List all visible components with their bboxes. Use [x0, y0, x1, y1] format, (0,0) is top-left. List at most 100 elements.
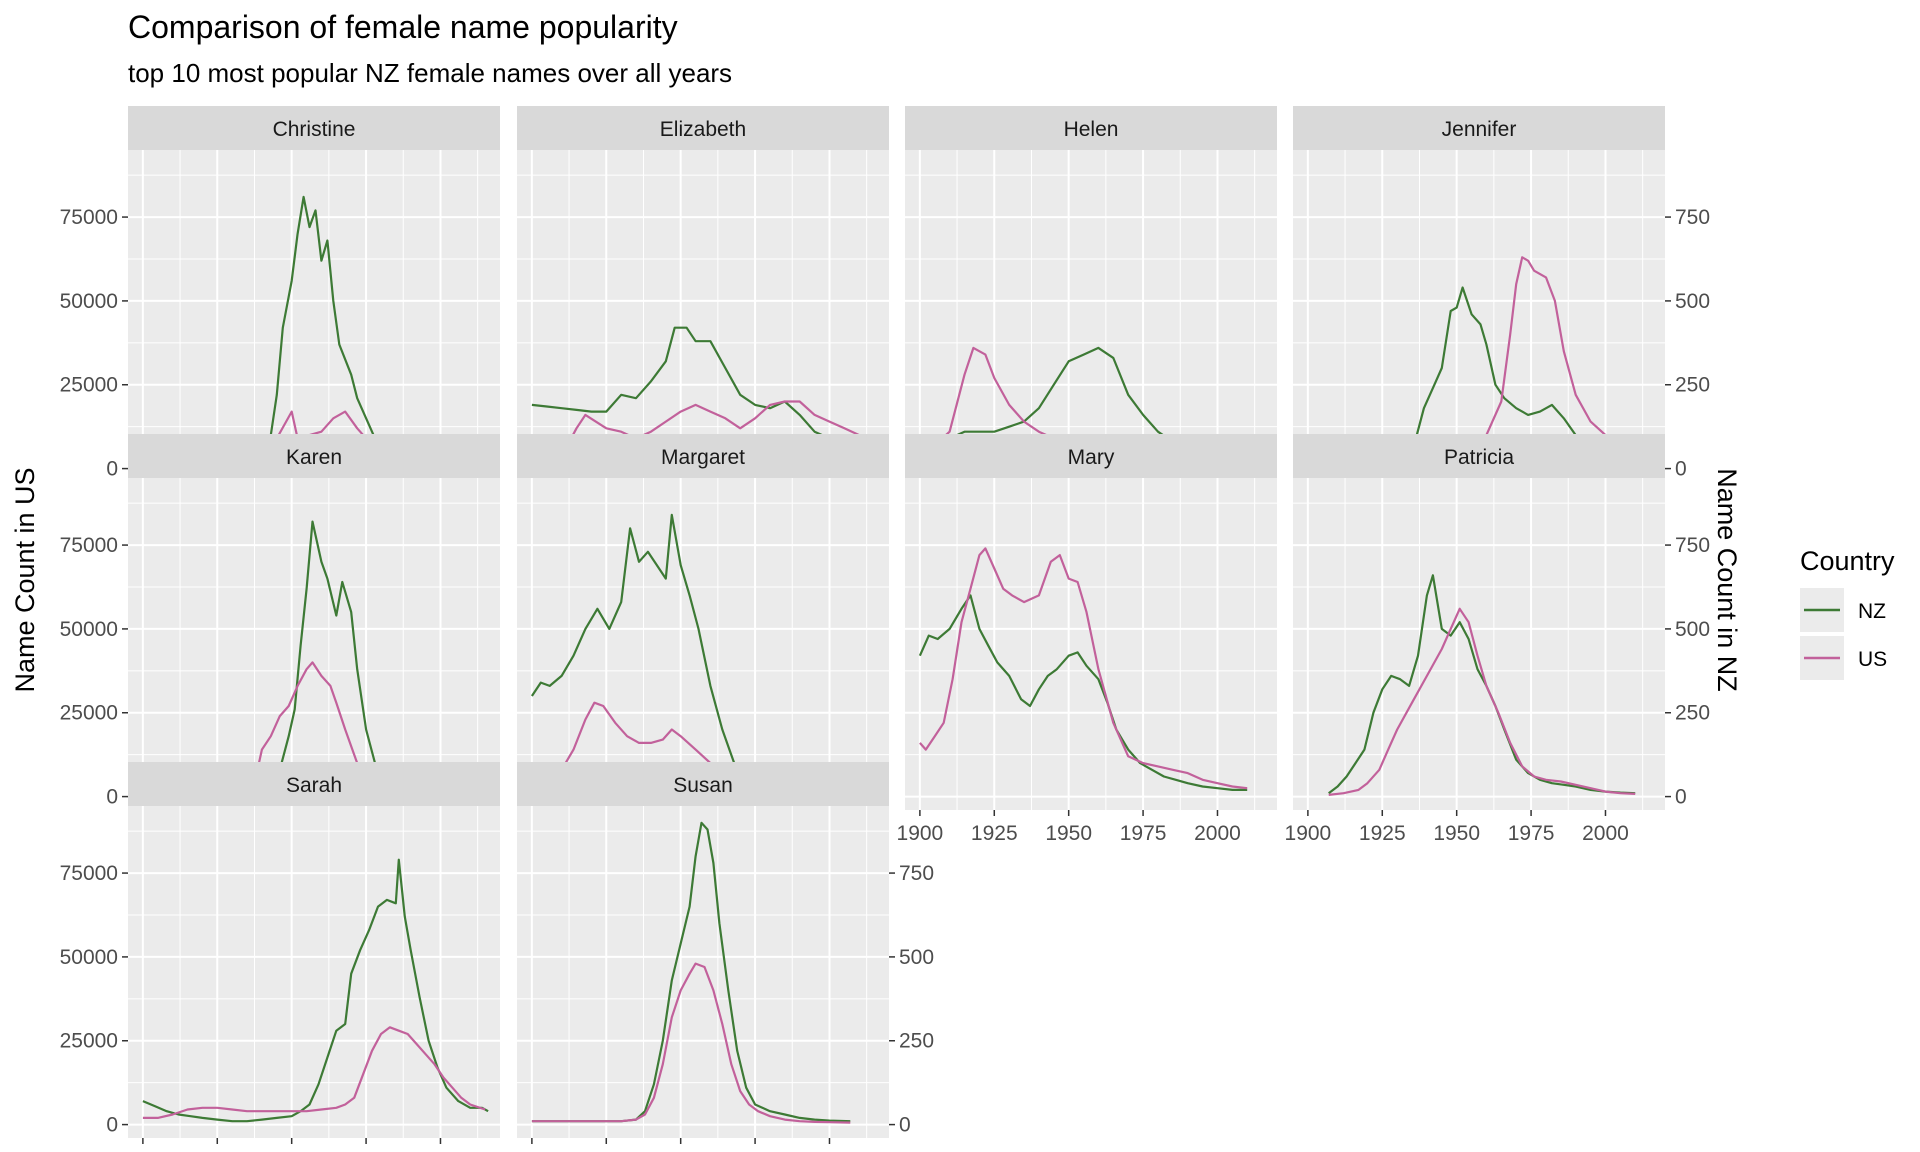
y-left-tick-label: 50000	[60, 290, 118, 313]
y-right-tick-label: 750	[1675, 534, 1710, 557]
panel-background	[517, 478, 889, 810]
y-left-axis-title: Name Count in US	[10, 467, 40, 692]
facet-panel-karen: Karen 0 25000 50000 75000	[60, 434, 500, 816]
x-tick-label: 1975	[1120, 822, 1167, 845]
y-right-tick-label: 0	[1675, 786, 1687, 809]
y-left-tick-label: 0	[106, 1114, 118, 1137]
facet-strip	[128, 434, 500, 478]
facet-strip-label: Christine	[273, 118, 356, 141]
panel-background	[1293, 478, 1665, 810]
x-tick-label: 1950	[1045, 822, 1092, 845]
x-tick-label: 1950	[657, 1150, 704, 1152]
y-right-tick-label: 750	[1675, 206, 1710, 229]
series-line-us	[531, 962, 851, 1124]
x-tick-label: 1925	[1359, 822, 1406, 845]
x-tick-label: 1975	[1508, 822, 1555, 845]
facet-strip-label: Susan	[673, 774, 733, 797]
facet-strip	[905, 434, 1277, 478]
x-tick-label: 2000	[417, 1150, 464, 1152]
x-tick-label: 1900	[897, 822, 944, 845]
facet-strip-label: Jennifer	[1442, 118, 1517, 141]
legend-title: Country	[1800, 546, 1895, 576]
x-tick-label: 1925	[194, 1150, 241, 1152]
y-right-tick-label: 500	[899, 946, 934, 969]
facet-strip	[128, 762, 500, 806]
x-tick-label: 1950	[268, 1150, 315, 1152]
series-line-us	[531, 400, 875, 458]
x-tick-label: 1925	[583, 1150, 630, 1152]
series-line-us	[1328, 607, 1636, 796]
y-right-tick-label: 250	[1675, 702, 1710, 725]
y-right-tick-label: 500	[1675, 618, 1710, 641]
chart-subtitle: top 10 most popular NZ female names over…	[128, 58, 732, 88]
y-left-tick-label: 25000	[60, 1030, 118, 1053]
y-left-tick-label: 75000	[60, 862, 118, 885]
facet-strip-label: Helen	[1064, 118, 1119, 141]
y-right-tick-label: 750	[899, 862, 934, 885]
x-tick-label: 1900	[1285, 822, 1332, 845]
panel-background	[1293, 150, 1665, 482]
panel-background	[905, 478, 1277, 810]
y-right-tick-label: 0	[1675, 458, 1687, 481]
y-left-tick-label: 50000	[60, 946, 118, 969]
facet-strip	[517, 434, 889, 478]
series-line-us	[919, 547, 1248, 790]
y-right-tick-label: 500	[1675, 290, 1710, 313]
facet-strip	[905, 106, 1277, 150]
series-line-nz	[918, 594, 1248, 791]
series-line-us	[142, 1026, 486, 1119]
x-tick-label: 1975	[732, 1150, 779, 1152]
y-right-tick-label: 0	[899, 1114, 911, 1137]
x-tick-label: 1975	[343, 1150, 390, 1152]
y-left-tick-label: 25000	[60, 702, 118, 725]
y-left-tick-label: 75000	[60, 534, 118, 557]
facet-strip-label: Elizabeth	[660, 118, 746, 141]
panel-background	[517, 150, 889, 482]
facet-strip	[1293, 106, 1665, 150]
x-tick-label: 2000	[1582, 822, 1629, 845]
facet-strip-label: Patricia	[1444, 446, 1514, 469]
series-line-nz	[531, 326, 875, 450]
legend: Country NZ US	[1800, 546, 1895, 680]
facet-strip-label: Sarah	[286, 774, 342, 797]
panel-background	[128, 806, 500, 1138]
chart-title: Comparison of female name popularity	[128, 9, 678, 45]
facet-strip	[517, 762, 889, 806]
y-left-tick-label: 0	[106, 458, 118, 481]
y-right-tick-label: 250	[1675, 374, 1710, 397]
x-tick-label: 1900	[120, 1150, 167, 1152]
facet-panel-christine: Christine 0 25000 50000 75000	[60, 106, 500, 488]
series-line-nz	[1328, 574, 1636, 795]
facet-strip-label: Mary	[1068, 446, 1115, 469]
facet-panel-elizabeth: Elizabeth	[517, 106, 889, 488]
facet-panel-jennifer: Jennifer 0 250 500 750	[1293, 106, 1710, 488]
facet-strip-label: Margaret	[661, 446, 745, 469]
panel-background	[517, 806, 889, 1138]
legend-label-us: US	[1858, 648, 1887, 671]
x-tick-label: 2000	[806, 1150, 853, 1152]
facet-panel-mary: Mary 1900 1925 1950 1975 2000	[897, 434, 1277, 845]
x-tick-label: 1950	[1433, 822, 1480, 845]
facet-strip	[128, 106, 500, 150]
y-right-axis-title: Name Count in NZ	[1712, 468, 1742, 692]
y-left-tick-label: 50000	[60, 618, 118, 641]
y-left-tick-label: 25000	[60, 374, 118, 397]
panel-background	[128, 150, 500, 482]
y-left-tick-label: 75000	[60, 206, 118, 229]
y-right-tick-label: 250	[899, 1030, 934, 1053]
facet-panel-margaret: Margaret	[517, 434, 889, 816]
y-left-tick-label: 0	[106, 786, 118, 809]
facet-strip	[1293, 434, 1665, 478]
facet-panel-patricia: Patricia 0 250 500 750 1900 1925 1950 1975 2000	[1285, 434, 1710, 845]
legend-label-nz: NZ	[1858, 600, 1886, 623]
series-line-nz	[142, 858, 489, 1123]
facet-panel-susan: Susan 0 250 500 750 1900 1925 1950 1975 2000	[509, 762, 934, 1152]
x-tick-label: 1925	[971, 822, 1018, 845]
facet-panel-helen: Helen	[905, 106, 1277, 488]
facet-strip-label: Karen	[286, 446, 342, 469]
facet-panel-sarah: Sarah 0 25000 50000 75000 1900 1925 1950 1975 200…	[60, 762, 500, 1152]
x-tick-label: 1900	[509, 1150, 556, 1152]
x-tick-label: 2000	[1194, 822, 1241, 845]
